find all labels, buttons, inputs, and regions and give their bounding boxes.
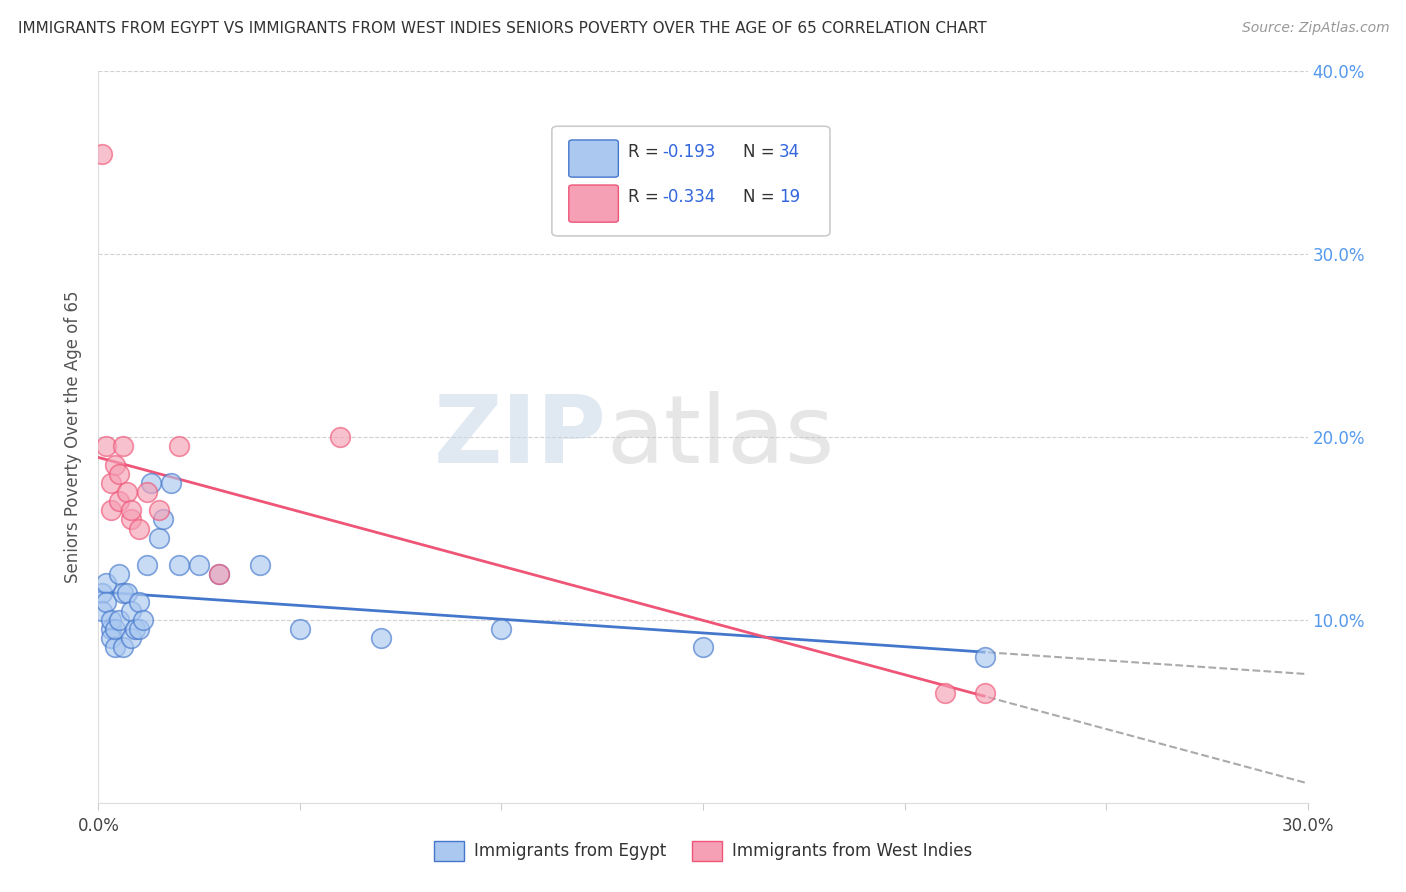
Point [100,622,122,636]
Point [120,632,142,646]
Point [111,585,134,599]
Point [288,622,311,636]
Point [115,585,138,599]
Point [249,558,271,573]
Point [370,632,392,646]
Point [100,475,122,490]
Point [115,485,138,500]
Text: 34: 34 [779,144,800,161]
Point [167,558,190,573]
Point [111,640,134,655]
FancyBboxPatch shape [569,140,619,178]
Point [974,649,997,664]
Point [107,467,129,481]
Point [103,640,125,655]
Point [167,439,190,453]
Point [100,632,122,646]
Text: R =: R = [628,188,664,206]
Point [96,576,118,591]
Point [111,439,134,453]
Text: R =: R = [628,144,664,161]
Point [329,430,352,444]
Point [100,613,122,627]
Point [135,485,157,500]
Text: N =: N = [742,188,780,206]
Point [91,146,114,161]
Text: atlas: atlas [606,391,835,483]
Point [974,686,997,700]
Point [100,503,122,517]
Point [208,567,231,582]
FancyBboxPatch shape [569,185,619,222]
Point [934,686,956,700]
Text: -0.193: -0.193 [662,144,716,161]
Y-axis label: Seniors Poverty Over the Age of 65: Seniors Poverty Over the Age of 65 [65,291,83,583]
Point [107,613,129,627]
Point [96,439,118,453]
Point [139,475,162,490]
Point [148,503,170,517]
Point [132,613,155,627]
Point [96,594,118,608]
Point [120,503,142,517]
Point [103,622,125,636]
Point [124,622,146,636]
Text: N =: N = [742,144,780,161]
Point [188,558,211,573]
Point [208,567,231,582]
FancyBboxPatch shape [551,126,830,235]
Point [148,531,170,545]
Point [91,585,114,599]
Text: IMMIGRANTS FROM EGYPT VS IMMIGRANTS FROM WEST INDIES SENIORS POVERTY OVER THE AG: IMMIGRANTS FROM EGYPT VS IMMIGRANTS FROM… [18,21,987,36]
Point [135,558,157,573]
Point [160,475,183,490]
Point [107,494,129,508]
Point [120,512,142,526]
Point [128,521,150,535]
Point [91,604,114,618]
Text: 19: 19 [779,188,800,206]
Legend: Immigrants from Egypt, Immigrants from West Indies: Immigrants from Egypt, Immigrants from W… [427,834,979,868]
Point [692,640,714,655]
Point [107,567,129,582]
Point [120,604,142,618]
Text: ZIP: ZIP [433,391,606,483]
Text: Source: ZipAtlas.com: Source: ZipAtlas.com [1241,21,1389,35]
Point [128,594,150,608]
Point [152,512,174,526]
Point [491,622,513,636]
Point [128,622,150,636]
Point [103,458,125,472]
Text: -0.334: -0.334 [662,188,716,206]
